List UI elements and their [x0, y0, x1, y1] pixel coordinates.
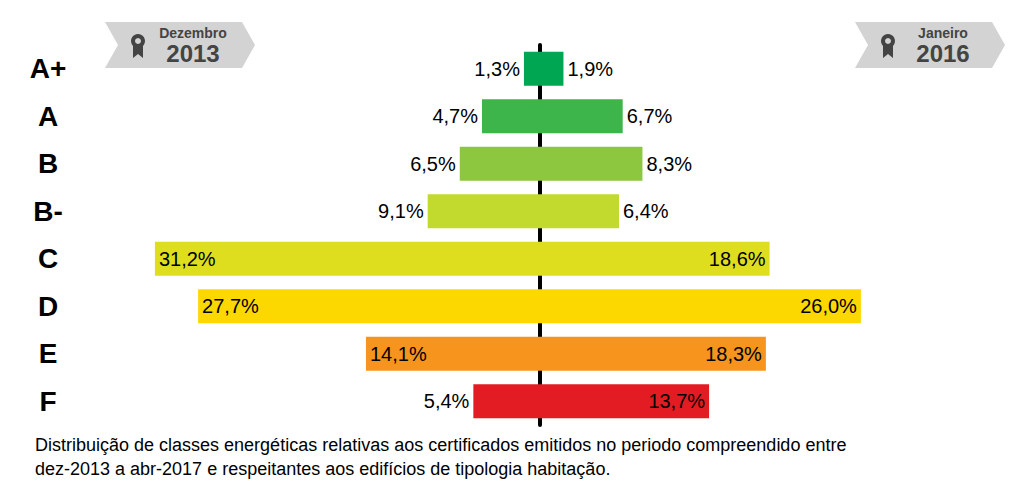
svg-text:26,0%: 26,0% — [800, 295, 857, 317]
svg-text:4,7%: 4,7% — [432, 105, 478, 127]
svg-text:1,9%: 1,9% — [567, 58, 613, 80]
svg-text:dez-2013 a abr-2017 e respeita: dez-2013 a abr-2017 e respeitantes aos e… — [35, 459, 610, 479]
svg-text:Janeiro: Janeiro — [918, 25, 968, 41]
svg-text:27,7%: 27,7% — [202, 295, 259, 317]
svg-text:B: B — [38, 148, 58, 179]
svg-text:A+: A+ — [30, 53, 67, 84]
svg-text:9,1%: 9,1% — [378, 200, 424, 222]
svg-text:18,6%: 18,6% — [709, 248, 766, 270]
svg-text:E: E — [39, 338, 58, 369]
svg-text:A: A — [38, 101, 58, 132]
svg-text:31,2%: 31,2% — [159, 248, 216, 270]
svg-text:F: F — [39, 386, 56, 417]
svg-text:14,1%: 14,1% — [370, 343, 427, 365]
svg-text:2013: 2013 — [166, 40, 219, 67]
svg-text:8,3%: 8,3% — [646, 153, 692, 175]
svg-text:5,4%: 5,4% — [424, 390, 470, 412]
svg-text:6,5%: 6,5% — [410, 153, 456, 175]
svg-text:D: D — [38, 291, 58, 322]
svg-text:6,4%: 6,4% — [623, 200, 669, 222]
svg-text:C: C — [38, 243, 58, 274]
svg-text:B-: B- — [33, 196, 63, 227]
svg-text:18,3%: 18,3% — [705, 343, 762, 365]
svg-text:Distribuição de classes energé: Distribuição de classes energéticas rela… — [35, 435, 851, 455]
svg-text:1,3%: 1,3% — [474, 58, 520, 80]
svg-text:Dezembro: Dezembro — [159, 25, 227, 41]
svg-text:2016: 2016 — [916, 40, 969, 67]
svg-text:6,7%: 6,7% — [627, 105, 673, 127]
svg-text:13,7%: 13,7% — [648, 390, 705, 412]
